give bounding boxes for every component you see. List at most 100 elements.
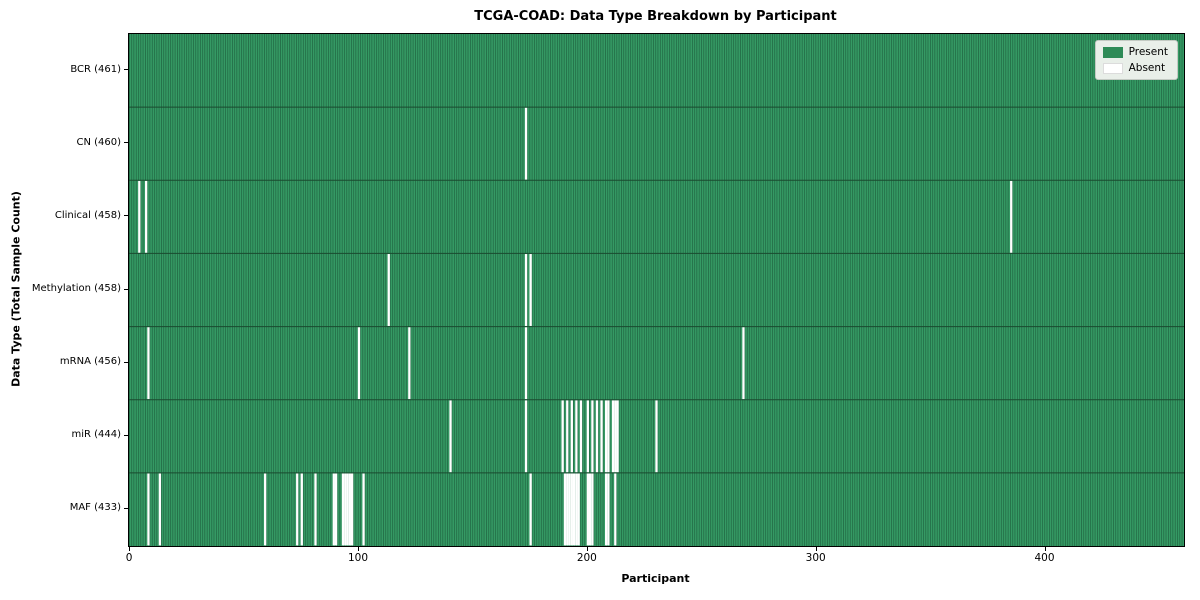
y-tick-mark [124, 361, 128, 363]
absent-mark [408, 327, 411, 400]
absent-mark [563, 473, 567, 546]
absent-mark [529, 254, 532, 326]
absent-mark [577, 473, 580, 546]
absent-mark [387, 254, 390, 326]
absent-mark [586, 473, 589, 546]
row-present-track [129, 180, 1184, 254]
y-tick-label: MAF (433) [69, 502, 121, 514]
row-cn [129, 107, 1184, 181]
row-mrna [129, 326, 1184, 400]
plot-area: Present Absent [128, 33, 1185, 547]
row-bcr [129, 34, 1184, 108]
absent-mark [332, 473, 335, 546]
x-axis-label: Participant [621, 572, 690, 585]
absent-mark [566, 473, 569, 546]
row-present-track [129, 472, 1184, 546]
absent-mark [591, 473, 594, 546]
absent-mark [1010, 180, 1013, 253]
y-tick-label: CN (460) [76, 136, 121, 148]
x-tick-label: 400 [1034, 552, 1055, 564]
x-tick-label: 0 [125, 552, 133, 564]
y-tick-label: mRNA (456) [59, 356, 121, 368]
absent-mark [296, 473, 299, 546]
absent-mark [529, 473, 532, 546]
x-tick-mark [357, 547, 359, 551]
absent-mark [616, 400, 619, 473]
row-methylation [129, 253, 1184, 327]
absent-mark [147, 327, 150, 400]
absent-swatch [1102, 62, 1123, 74]
absent-mark [158, 473, 162, 546]
absent-mark [524, 107, 528, 180]
absent-mark [591, 400, 594, 473]
absent-mark [614, 473, 617, 546]
absent-mark [344, 473, 347, 546]
absent-mark [145, 180, 148, 253]
absent-mark [524, 327, 528, 400]
y-tick-mark [124, 288, 128, 290]
absent-mark [605, 400, 608, 473]
absent-mark [600, 400, 603, 473]
absent-mark [605, 473, 608, 546]
y-tick-mark [124, 434, 128, 436]
absent-mark [572, 473, 576, 546]
absent-mark [586, 400, 589, 473]
absent-mark [568, 473, 571, 546]
present-swatch [1102, 46, 1123, 58]
absent-mark [595, 400, 599, 473]
absent-mark [341, 473, 345, 546]
absent-mark [524, 400, 528, 473]
y-tick-label: miR (444) [71, 429, 121, 441]
row-present-track [129, 253, 1184, 327]
absent-mark [300, 473, 303, 546]
row-maf [129, 472, 1184, 546]
row-present-track [129, 326, 1184, 400]
absent-mark [449, 400, 452, 473]
absent-mark [588, 473, 592, 546]
absent-mark [348, 473, 351, 546]
legend-item-present: Present [1102, 46, 1168, 58]
absent-mark [575, 473, 578, 546]
absent-mark [350, 473, 354, 546]
row-clinical [129, 180, 1184, 254]
y-tick-label: Clinical (458) [54, 209, 121, 221]
absent-mark [362, 473, 365, 546]
y-tick-mark [124, 69, 128, 71]
y-tick-label: BCR (461) [70, 63, 121, 75]
legend-label-present: Present [1128, 46, 1168, 58]
y-tick-mark [124, 142, 128, 144]
x-tick-label: 100 [347, 552, 368, 564]
x-tick-label: 200 [576, 552, 597, 564]
absent-mark [334, 473, 338, 546]
absent-mark [575, 400, 578, 473]
absent-mark [607, 473, 610, 546]
absent-mark [138, 180, 141, 253]
row-present-track [129, 107, 1184, 181]
heatmap-svg [129, 34, 1184, 546]
absent-mark [607, 400, 610, 473]
absent-mark [314, 473, 317, 546]
x-tick-mark [815, 547, 817, 551]
absent-mark [614, 400, 617, 473]
absent-mark [570, 473, 573, 546]
absent-mark [264, 473, 267, 546]
absent-mark [655, 400, 658, 473]
legend: Present Absent [1094, 40, 1178, 80]
y-tick-mark [124, 507, 128, 509]
absent-mark [611, 400, 615, 473]
absent-mark [524, 254, 528, 326]
absent-mark [357, 327, 361, 400]
legend-label-absent: Absent [1128, 62, 1166, 74]
x-tick-label: 300 [805, 552, 826, 564]
y-tick-label: Methylation (458) [31, 283, 121, 294]
x-tick-mark [586, 547, 588, 551]
legend-item-absent: Absent [1102, 62, 1168, 74]
x-tick-mark [1044, 547, 1046, 551]
absent-mark [561, 400, 564, 473]
absent-mark [346, 473, 349, 546]
absent-mark [579, 400, 583, 473]
absent-mark [566, 400, 569, 473]
row-mir [129, 399, 1184, 473]
y-tick-mark [124, 215, 128, 217]
